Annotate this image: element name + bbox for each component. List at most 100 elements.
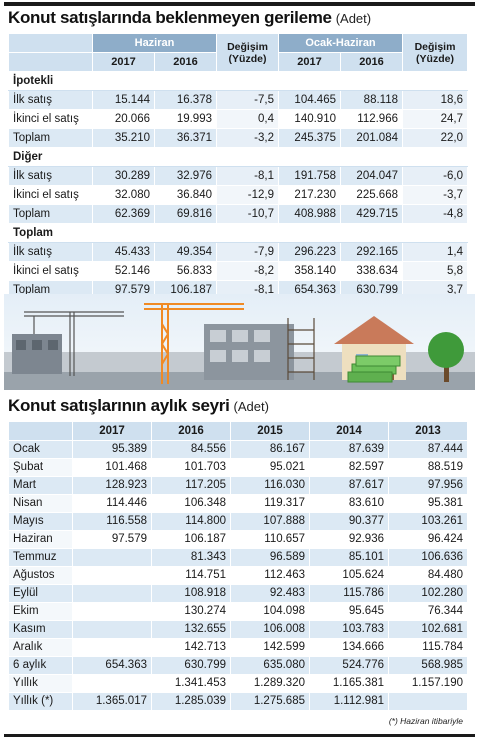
table-cell: 630.799 <box>151 656 231 675</box>
section-label: İpotekli <box>8 71 468 91</box>
table-cell: 338.634 <box>340 261 403 281</box>
table-row: Yıllık 1.341.453 1.289.320 1.165.381 1.157.1… <box>8 674 468 693</box>
table-cell: 524.776 <box>309 656 389 675</box>
table-cell: -12,9 <box>216 185 279 205</box>
table-cell: 102.681 <box>388 620 468 639</box>
row-label: İlk satış <box>8 90 93 110</box>
year-header: 2016 <box>154 52 217 72</box>
table-cell: 104.465 <box>278 90 341 110</box>
construction-scene-image <box>4 294 475 390</box>
table-row: Yıllık (*) 1.365.017 1.285.039 1.275.685 1.1… <box>8 692 468 711</box>
table-cell: 105.624 <box>309 566 389 585</box>
section-row: İpotekli <box>8 71 468 91</box>
section-row: Diğer <box>8 147 468 167</box>
year-header: 2013 <box>388 421 468 441</box>
table-cell: 87.639 <box>309 440 389 459</box>
table-cell: 82.597 <box>309 458 389 477</box>
table-cell <box>72 584 152 603</box>
table-cell: 112.463 <box>230 566 310 585</box>
change-header-line2: (Yüzde) <box>228 52 267 65</box>
table2-unit: (Adet) <box>233 399 269 414</box>
table-cell: 1.157.190 <box>388 674 468 693</box>
year-header: 2014 <box>309 421 389 441</box>
table-cell: 24,7 <box>402 109 468 129</box>
change-header-line1: Değişim <box>227 40 268 53</box>
table-cell: 117.205 <box>151 476 231 495</box>
table-cell: 76.344 <box>388 602 468 621</box>
table-cell <box>388 692 468 711</box>
table-cell: 142.713 <box>151 638 231 657</box>
table-row: Mayıs 116.558 114.800 107.888 90.377 103.261 <box>8 512 468 531</box>
row-label: İkinci el satış <box>8 261 93 281</box>
sales-summary-table: Haziran Değişim (Yüzde) Ocak-Haziran Deği… <box>8 33 468 300</box>
row-label: Temmuz <box>8 548 73 567</box>
table-cell: 20.066 <box>92 109 155 129</box>
table-cell: 1.165.381 <box>309 674 389 693</box>
table-cell: 115.784 <box>388 638 468 657</box>
year-header: 2017 <box>72 421 152 441</box>
section-label: Diğer <box>8 147 468 167</box>
table-cell: 32.976 <box>154 166 217 186</box>
table-cell: 112.966 <box>340 109 403 129</box>
table-cell: 88.118 <box>340 90 403 110</box>
table-cell: 36.840 <box>154 185 217 205</box>
table-cell: 84.556 <box>151 440 231 459</box>
table-cell: 1.289.320 <box>230 674 310 693</box>
table-cell: 114.800 <box>151 512 231 531</box>
table-cell: 36.371 <box>154 128 217 148</box>
table-row: Haziran 97.579 106.187 110.657 92.936 96.424 <box>8 530 468 549</box>
table-row: Şubat 101.468 101.703 95.021 82.597 88.519 <box>8 458 468 477</box>
table-cell: 83.610 <box>309 494 389 513</box>
corner-cell <box>8 421 73 441</box>
table-cell: 635.080 <box>230 656 310 675</box>
table-row: Aralık 142.713 142.599 134.666 115.784 <box>8 638 468 657</box>
period-jan-june-header: Ocak-Haziran <box>278 33 403 53</box>
table-row: Ağustos 114.751 112.463 105.624 84.480 <box>8 566 468 585</box>
year-header: 2016 <box>340 52 403 72</box>
row-label: Aralık <box>8 638 73 657</box>
table-cell: 204.047 <box>340 166 403 186</box>
table-cell: 87.444 <box>388 440 468 459</box>
section-row: Toplam <box>8 223 468 243</box>
table-cell: 69.816 <box>154 204 217 224</box>
table-cell <box>72 566 152 585</box>
row-label: İlk satış <box>8 166 93 186</box>
table1-unit: (Adet) <box>335 11 372 26</box>
table-cell: 296.223 <box>278 242 341 262</box>
table-cell: 107.888 <box>230 512 310 531</box>
table-row: İkinci el satış 20.066 19.993 0,4 140.910 112… <box>8 109 468 129</box>
table-row: İlk satış 45.433 49.354 -7,9 296.223 292.165 1… <box>8 242 468 262</box>
table-cell: 62.369 <box>92 204 155 224</box>
table-cell: 92.936 <box>309 530 389 549</box>
section-label: Toplam <box>8 223 468 243</box>
table-cell: 85.101 <box>309 548 389 567</box>
table-cell: 45.433 <box>92 242 155 262</box>
table-cell: 292.165 <box>340 242 403 262</box>
table-cell: 191.758 <box>278 166 341 186</box>
table-row: İkinci el satış 32.080 36.840 -12,9 217.230 2… <box>8 185 468 205</box>
table-cell: 101.468 <box>72 458 152 477</box>
table-cell: 15.144 <box>92 90 155 110</box>
table-cell: -6,0 <box>402 166 468 186</box>
row-label: Kasım <box>8 620 73 639</box>
construction-illustration <box>4 294 475 390</box>
table-cell: 130.274 <box>151 602 231 621</box>
table-row: İlk satış 30.289 32.976 -8,1 191.758 204.047-… <box>8 166 468 186</box>
table-cell: -7,9 <box>216 242 279 262</box>
table-cell <box>72 638 152 657</box>
table-row: İlk satış 15.144 16.378 -7,5 104.465 88.118 18… <box>8 90 468 110</box>
table2-title-block: Konut satışlarının aylık seyri (Adet) <box>8 396 269 418</box>
table-cell: 140.910 <box>278 109 341 129</box>
bottom-rule <box>4 734 475 737</box>
table-cell: 142.599 <box>230 638 310 657</box>
row-label: İkinci el satış <box>8 185 93 205</box>
table-cell: 225.668 <box>340 185 403 205</box>
table-cell: 114.446 <box>72 494 152 513</box>
table-cell: 568.985 <box>388 656 468 675</box>
table-cell: 104.098 <box>230 602 310 621</box>
row-label: Şubat <box>8 458 73 477</box>
table-cell: 201.084 <box>340 128 403 148</box>
table-cell: 30.289 <box>92 166 155 186</box>
table-cell <box>72 674 152 693</box>
table-cell: 86.167 <box>230 440 310 459</box>
